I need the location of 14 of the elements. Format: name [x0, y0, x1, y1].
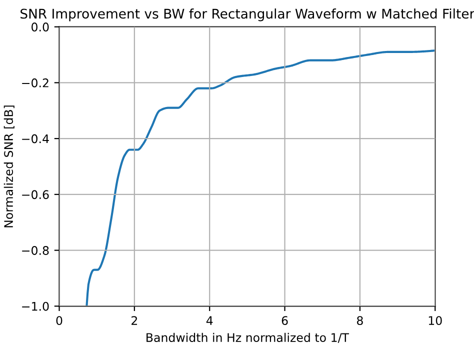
y-tick-label: −0.2 — [22, 78, 48, 88]
x-tick-label: 0 — [56, 316, 62, 326]
y-tick-label: 0.0 — [32, 22, 49, 32]
x-tick-label: 10 — [428, 316, 442, 326]
x-tick-label: 6 — [282, 316, 288, 326]
x-tick-label: 8 — [357, 316, 363, 326]
y-tick-label: −1.0 — [22, 302, 49, 311]
y-tick-label: −0.4 — [22, 134, 49, 144]
y-axis-title: Normalized SNR [dB] — [4, 106, 14, 228]
x-tick-label: 2 — [132, 316, 137, 325]
x-axis-title: Bandwidth in Hz normalized to 1/T — [146, 332, 350, 343]
y-tick-label: −0.6 — [22, 190, 49, 200]
x-tick-label: 4 — [206, 316, 213, 325]
y-tick-label: −0.8 — [22, 246, 49, 255]
